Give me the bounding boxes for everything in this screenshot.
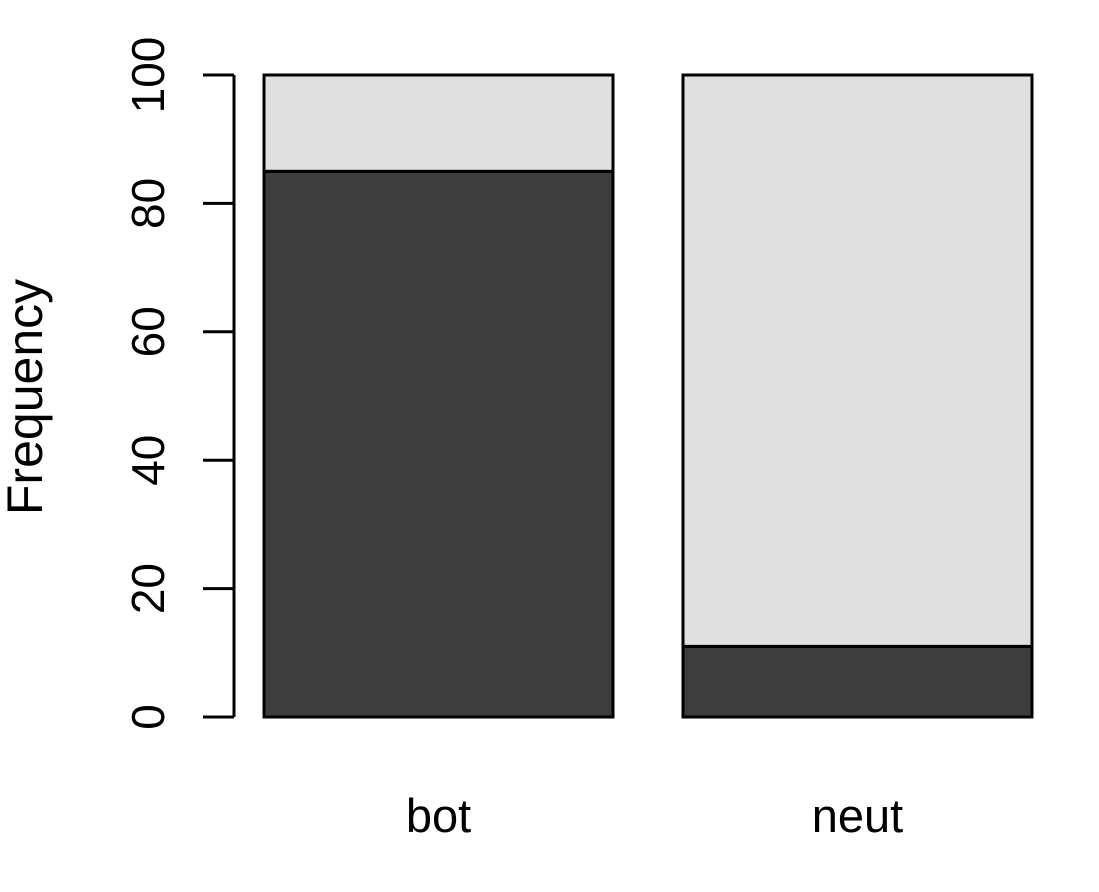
x-axis-labels: bot neut: [406, 789, 903, 842]
x-label-bot: bot: [406, 789, 471, 842]
bar-neut-segment-2: [681, 73, 1034, 648]
y-tick-label-20: 20: [122, 563, 174, 614]
bar-bot-segment-2: [262, 73, 615, 173]
y-axis: 0 20 40 60 80 100: [122, 37, 236, 730]
y-tick-label-60: 60: [122, 306, 174, 357]
bars-group: [262, 73, 1034, 719]
y-tick-label-0: 0: [122, 704, 174, 730]
y-tick-label-40: 40: [122, 435, 174, 486]
y-tick-label-80: 80: [122, 178, 174, 229]
bar-bot-segment-1: [262, 169, 615, 719]
bar-neut-segment-1: [681, 644, 1034, 719]
y-axis-title: Frequency: [0, 279, 53, 515]
y-tick-label-100: 100: [122, 37, 174, 114]
x-label-neut: neut: [812, 789, 903, 842]
